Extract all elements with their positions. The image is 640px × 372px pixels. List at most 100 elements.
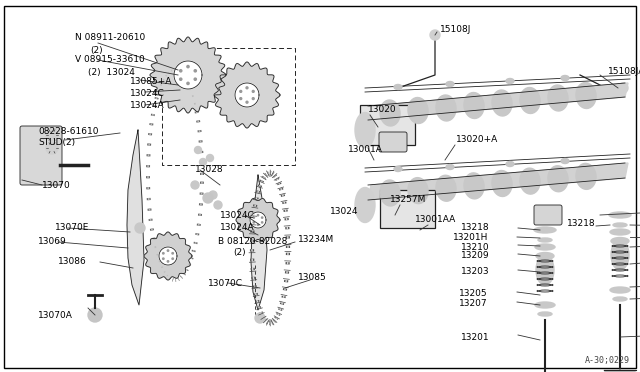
Circle shape — [253, 217, 255, 218]
Ellipse shape — [534, 227, 556, 233]
Text: 13070: 13070 — [42, 180, 71, 189]
Polygon shape — [236, 199, 280, 241]
Ellipse shape — [492, 90, 512, 116]
Text: A-30;0229: A-30;0229 — [585, 356, 630, 365]
Text: 13024C: 13024C — [220, 211, 255, 219]
Text: 13020: 13020 — [368, 106, 397, 115]
Ellipse shape — [380, 100, 400, 126]
Ellipse shape — [506, 78, 514, 83]
Ellipse shape — [464, 93, 484, 118]
Polygon shape — [251, 175, 267, 310]
Circle shape — [191, 181, 199, 189]
Text: B 08120-82028: B 08120-82028 — [218, 237, 287, 247]
Circle shape — [195, 147, 202, 154]
Polygon shape — [250, 212, 266, 228]
Circle shape — [163, 258, 164, 259]
Text: 13257M: 13257M — [390, 196, 426, 205]
Text: 08228-61610: 08228-61610 — [38, 128, 99, 137]
Text: 13024A: 13024A — [220, 224, 255, 232]
Text: 15108J: 15108J — [440, 26, 472, 35]
Circle shape — [257, 215, 259, 216]
Circle shape — [187, 82, 189, 84]
Circle shape — [180, 70, 182, 72]
Ellipse shape — [548, 166, 568, 192]
Text: 13069: 13069 — [38, 237, 67, 247]
Text: 13070C: 13070C — [208, 279, 243, 289]
Ellipse shape — [613, 297, 627, 301]
Text: (2)  13024: (2) 13024 — [88, 68, 135, 77]
Text: (2): (2) — [90, 45, 102, 55]
Ellipse shape — [576, 83, 596, 109]
Circle shape — [240, 90, 242, 92]
Ellipse shape — [610, 229, 630, 235]
Text: 13085: 13085 — [298, 273, 327, 282]
Text: 13024: 13024 — [330, 208, 358, 217]
Ellipse shape — [355, 112, 375, 148]
Polygon shape — [174, 61, 202, 89]
Text: 13024A: 13024A — [130, 100, 164, 109]
Circle shape — [203, 193, 213, 203]
Ellipse shape — [576, 163, 596, 189]
Circle shape — [209, 191, 217, 199]
Circle shape — [253, 222, 255, 223]
Ellipse shape — [561, 158, 569, 164]
Ellipse shape — [408, 178, 428, 203]
Text: 13070A: 13070A — [38, 311, 73, 320]
Text: 13218: 13218 — [461, 224, 490, 232]
Text: 13234M: 13234M — [298, 235, 334, 244]
Circle shape — [200, 158, 207, 166]
Circle shape — [618, 83, 628, 93]
Circle shape — [257, 224, 259, 225]
Text: 13001A: 13001A — [348, 145, 383, 154]
Circle shape — [207, 154, 214, 161]
Circle shape — [88, 308, 102, 322]
Polygon shape — [235, 83, 259, 107]
Ellipse shape — [535, 244, 555, 250]
Text: 13070E: 13070E — [55, 224, 90, 232]
Text: 13086: 13086 — [58, 257, 87, 266]
Circle shape — [194, 70, 196, 72]
Polygon shape — [159, 247, 177, 265]
Ellipse shape — [609, 212, 631, 218]
Polygon shape — [150, 37, 226, 113]
Circle shape — [214, 201, 222, 209]
Text: (2): (2) — [233, 248, 246, 257]
FancyBboxPatch shape — [379, 132, 407, 152]
Polygon shape — [127, 130, 144, 305]
Text: 13205: 13205 — [460, 289, 488, 298]
Circle shape — [252, 97, 254, 100]
Circle shape — [246, 87, 248, 89]
Ellipse shape — [610, 287, 630, 293]
Ellipse shape — [520, 87, 540, 113]
Ellipse shape — [611, 237, 629, 244]
Ellipse shape — [520, 168, 540, 194]
Polygon shape — [368, 83, 628, 120]
Text: V 08915-33610: V 08915-33610 — [75, 55, 145, 64]
Text: 13203: 13203 — [461, 267, 490, 276]
Text: N 08911-20610: N 08911-20610 — [75, 33, 145, 42]
Circle shape — [163, 253, 164, 254]
Circle shape — [172, 253, 173, 254]
Ellipse shape — [436, 95, 456, 121]
Polygon shape — [144, 232, 192, 280]
Ellipse shape — [464, 173, 484, 199]
Circle shape — [262, 222, 263, 223]
Polygon shape — [214, 62, 280, 128]
Ellipse shape — [535, 302, 555, 308]
Ellipse shape — [548, 85, 568, 111]
Ellipse shape — [408, 97, 428, 124]
FancyBboxPatch shape — [534, 205, 562, 225]
Circle shape — [180, 78, 182, 80]
Text: 13001AA: 13001AA — [415, 215, 456, 224]
Ellipse shape — [446, 164, 454, 170]
Ellipse shape — [561, 76, 569, 80]
Ellipse shape — [436, 175, 456, 201]
Text: 13201: 13201 — [461, 333, 490, 341]
Text: 13085+A: 13085+A — [130, 77, 172, 87]
FancyBboxPatch shape — [20, 126, 62, 185]
Circle shape — [262, 217, 263, 218]
Circle shape — [46, 142, 58, 154]
Ellipse shape — [613, 223, 627, 227]
Circle shape — [240, 97, 242, 100]
Circle shape — [430, 30, 440, 40]
